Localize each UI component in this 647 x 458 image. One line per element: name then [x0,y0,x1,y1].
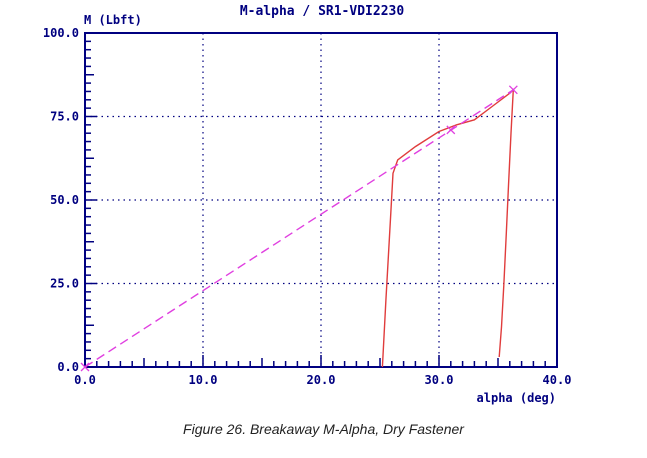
plot-frame [84,32,558,368]
y-tick-label: 25.0 [50,277,79,291]
x-axis-label: alpha (deg) [477,391,556,405]
cross-marker [446,125,456,135]
series-measured-curve [381,88,515,368]
y-tick-label: 75.0 [50,110,79,124]
y-axis-label: M (Lbft) [84,13,142,27]
series-fit-line [84,89,514,368]
tick-labels: 0.0 10.0 20.0 30.0 40.0 0.0 25.0 50.0 75.0 100.0 [43,26,572,387]
x-tick-label: 30.0 [425,373,454,387]
x-tick-label: 10.0 [189,373,218,387]
y-tick-label: 100.0 [43,26,79,40]
x-tick-label: 20.0 [307,373,336,387]
y-tick-label: 50.0 [50,193,79,207]
cross-marker [508,85,518,95]
markers [80,85,518,372]
x-tick-label: 0.0 [74,373,96,387]
minor-ticks [85,40,546,367]
series-layer [84,88,515,368]
y-tick-label: 0.0 [57,360,79,374]
x-tick-label: 40.0 [543,373,572,387]
chart-title: M-alpha / SR1-VDI2230 [240,4,405,19]
figure-caption: Figure 26. Breakaway M-Alpha, Dry Fasten… [183,421,464,437]
cross-marker [80,362,90,372]
grid-lines [85,33,557,367]
